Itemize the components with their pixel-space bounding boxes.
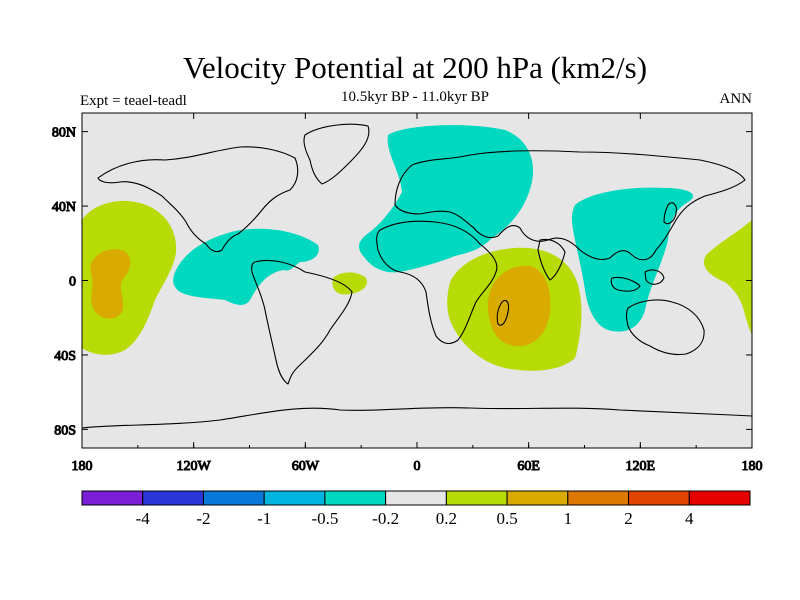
lon-tick-label: 120E — [626, 459, 656, 474]
latitude-ticks: 80N 40N 0 40S 80S — [51, 125, 752, 439]
lon-tick-label: 180 — [742, 459, 763, 474]
neg-region-east-asia — [571, 187, 694, 332]
colorbar-swatch — [142, 490, 204, 506]
colorbar-label: 4 — [685, 509, 694, 528]
colorbar-label: 0.2 — [436, 509, 457, 528]
coast-japan — [663, 202, 677, 225]
colorbar-label: -0.2 — [372, 509, 399, 528]
neg-region-arctic-europe — [358, 125, 534, 273]
coast-madagascar — [496, 299, 510, 326]
coastlines — [82, 123, 752, 429]
coast-india — [537, 238, 566, 281]
coast-north-america — [97, 146, 299, 253]
map-subtitle: 10.5kyr BP - 11.0kyr BP — [340, 89, 490, 105]
colorbar-swatch — [445, 490, 508, 506]
pos-region-atlantic — [332, 272, 368, 295]
colorbar: -4 -2 -1 -0.5 -0.2 0.2 0.5 1 2 4 — [81, 490, 751, 528]
core-indian-ocean — [487, 265, 551, 347]
coast-maritime-continent — [610, 269, 665, 292]
contour-fills — [82, 125, 752, 371]
pos-region-west-pacific — [704, 220, 752, 334]
lat-tick-label: 40S — [54, 349, 76, 364]
colorbar-label: 2 — [624, 509, 633, 528]
colorbar-label: -2 — [196, 509, 210, 528]
lat-tick-label: 40N — [52, 200, 76, 215]
experiment-label: Expt = teael-teadl — [80, 93, 187, 109]
lat-tick-label: 80S — [54, 423, 76, 438]
colorbar-swatch — [628, 490, 690, 506]
season-label: ANN — [719, 91, 753, 107]
colorbar-swatch — [567, 490, 630, 506]
colorbar-label: -0.5 — [311, 509, 338, 528]
colorbar-swatch — [263, 490, 326, 506]
lon-tick-label: 60E — [517, 459, 540, 474]
lon-tick-label: 0 — [414, 459, 421, 474]
colorbar-swatch — [324, 490, 387, 506]
colorbar-swatch — [688, 490, 751, 506]
coast-australia — [625, 299, 705, 356]
lat-tick-label: 80N — [52, 126, 76, 141]
colorbar-label: 0.5 — [496, 509, 517, 528]
longitude-ticks: 180 120W 60W 0 60E 120E 180 — [71, 113, 763, 475]
lon-tick-label: 120W — [177, 459, 212, 474]
colorbar-label: -1 — [257, 509, 271, 528]
colorbar-swatch — [506, 490, 569, 506]
lon-tick-label: 180 — [72, 459, 93, 474]
coast-greenland — [303, 123, 370, 185]
lat-tick-label: 0 — [69, 275, 76, 290]
coast-africa — [376, 220, 498, 345]
lon-tick-label: 60W — [292, 459, 320, 474]
colorbar-swatch — [385, 490, 447, 506]
map-title: Velocity Potential at 200 hPa (km2/s) — [182, 50, 648, 85]
colorbar-label: -4 — [136, 509, 151, 528]
coast-eurasia — [394, 150, 746, 261]
coast-south-america — [251, 259, 353, 385]
core-central-pacific — [90, 249, 131, 319]
colorbar-swatch — [202, 490, 265, 506]
colorbar-label: 1 — [564, 509, 573, 528]
colorbar-swatch — [81, 490, 144, 506]
coast-antarctica — [82, 407, 752, 429]
